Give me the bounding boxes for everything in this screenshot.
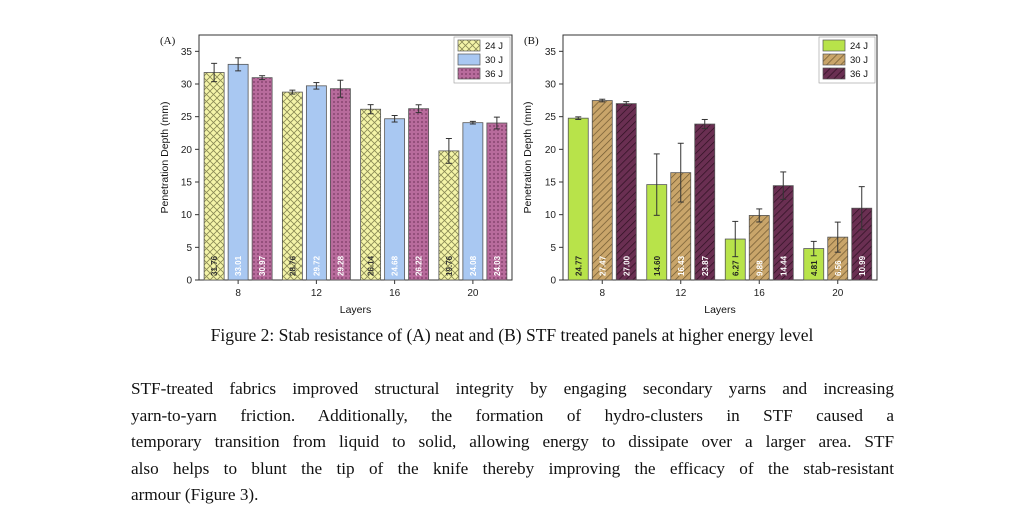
bar — [227, 63, 249, 281]
legend-label: 36 J — [850, 69, 868, 80]
bar-data-label: 14.60 — [653, 255, 662, 276]
y-tick-label: 30 — [181, 80, 193, 91]
paragraph-line: temporary transition from liquid to soli… — [131, 432, 894, 451]
bar-data-label: 9.88 — [755, 260, 764, 276]
paragraph-line: armour (Figure 3). — [131, 485, 259, 504]
bar — [384, 118, 406, 281]
bar-data-label: 27.00 — [622, 255, 631, 276]
y-tick-label: 15 — [181, 178, 193, 189]
figure-charts: 0 5 10 15 20 25 30 35 (A) Penetration Depth (mm) L… — [159, 34, 878, 316]
bar-data-label: 10.99 — [858, 255, 867, 276]
bar-data-label: 24.68 — [391, 255, 400, 276]
y-tick-label: 20 — [545, 145, 557, 156]
bar-data-label: 6.56 — [834, 260, 843, 276]
legend-label: 24 J — [850, 41, 868, 52]
legend-swatch — [457, 53, 481, 66]
bar-data-label: 26.22 — [415, 255, 424, 276]
bar — [305, 85, 327, 281]
bar-data-label: 33.01 — [234, 255, 243, 276]
bar — [329, 88, 351, 281]
bar-data-label: 19.76 — [445, 255, 454, 276]
bar-data-label: 24.08 — [469, 255, 478, 276]
bar — [360, 108, 382, 281]
y-axis-label: Penetration Depth (mm) — [522, 101, 534, 213]
x-tick-label: 20 — [467, 288, 479, 299]
paragraph-line: STF-treated fabrics improved structural … — [131, 379, 894, 398]
body-paragraph: STF-treated fabrics improved structural … — [131, 376, 894, 509]
bar-data-label: 24.03 — [493, 255, 502, 276]
plot-frame — [198, 34, 513, 281]
legend-swatch — [457, 67, 481, 80]
bar-data-label: 29.28 — [336, 255, 345, 276]
y-axis-label: Penetration Depth (mm) — [159, 101, 171, 213]
x-axis-label: Layers — [704, 304, 736, 316]
x-tick-label: 20 — [832, 288, 844, 299]
legend-swatch — [822, 67, 846, 80]
y-tick-label: 0 — [186, 276, 192, 287]
y-tick-label: 5 — [186, 243, 192, 254]
bar — [591, 100, 613, 281]
y-tick-label: 25 — [545, 112, 557, 123]
bar — [615, 103, 637, 281]
figure-caption: Figure 2: Stab resistance of (A) neat an… — [210, 325, 814, 345]
bar-data-label: 31.76 — [210, 255, 219, 276]
bar-data-label: 4.81 — [810, 260, 819, 276]
legend-swatch — [822, 53, 846, 66]
plot-frame — [562, 34, 878, 281]
y-tick-label: 30 — [545, 80, 557, 91]
chart-panel-a: 0 5 10 15 20 25 30 35 (A) Penetration Depth (mm) L… — [159, 34, 513, 316]
bar-data-label: 14.44 — [779, 255, 788, 276]
bar-data-label: 26.14 — [367, 255, 376, 276]
x-tick-label: 12 — [675, 288, 687, 299]
bar-data-label: 23.87 — [701, 255, 710, 276]
x-tick-label: 12 — [311, 288, 323, 299]
x-tick-label: 8 — [235, 288, 241, 299]
y-tick-label: 10 — [545, 210, 557, 221]
chart-panel-b: 0 5 10 15 20 25 30 35 (B) Penetration Depth (mm) L… — [522, 34, 878, 316]
bar — [203, 72, 225, 281]
paragraph-line: yarn-to-yarn friction. Additionally, the… — [131, 405, 894, 425]
y-tick-label: 15 — [545, 178, 557, 189]
panel-label: (A) — [160, 35, 176, 47]
bar-data-label: 16.43 — [677, 255, 686, 276]
panel-label: (B) — [524, 35, 539, 47]
x-axis-label: Layers — [340, 304, 372, 316]
bar — [251, 77, 273, 281]
y-tick-label: 10 — [181, 210, 193, 221]
y-tick-label: 25 — [181, 112, 193, 123]
bar-data-label: 30.97 — [258, 255, 267, 276]
y-tick-label: 0 — [550, 276, 556, 287]
bar-data-label: 24.77 — [574, 255, 583, 276]
y-tick-label: 5 — [550, 243, 556, 254]
legend-label: 30 J — [485, 55, 503, 66]
y-tick-label: 20 — [181, 145, 193, 156]
x-tick-label: 16 — [389, 288, 401, 299]
x-tick-label: 8 — [599, 288, 605, 299]
y-tick-label: 35 — [181, 47, 193, 58]
bar-data-label: 6.27 — [731, 260, 740, 276]
bar — [567, 117, 589, 281]
paragraph-line: also helps to blunt the tip of the knife… — [131, 458, 894, 478]
bar-data-label: 27.47 — [598, 255, 607, 276]
y-tick-label: 35 — [545, 47, 557, 58]
legend-label: 24 J — [485, 41, 503, 52]
bar — [281, 91, 303, 281]
legend-swatch — [822, 39, 846, 52]
x-tick-label: 16 — [754, 288, 766, 299]
bar — [408, 108, 430, 281]
bar-data-label: 29.72 — [312, 255, 321, 276]
legend-swatch — [457, 39, 481, 52]
legend-label: 30 J — [850, 55, 868, 66]
legend-label: 36 J — [485, 69, 503, 80]
bar-data-label: 28.76 — [288, 255, 297, 276]
